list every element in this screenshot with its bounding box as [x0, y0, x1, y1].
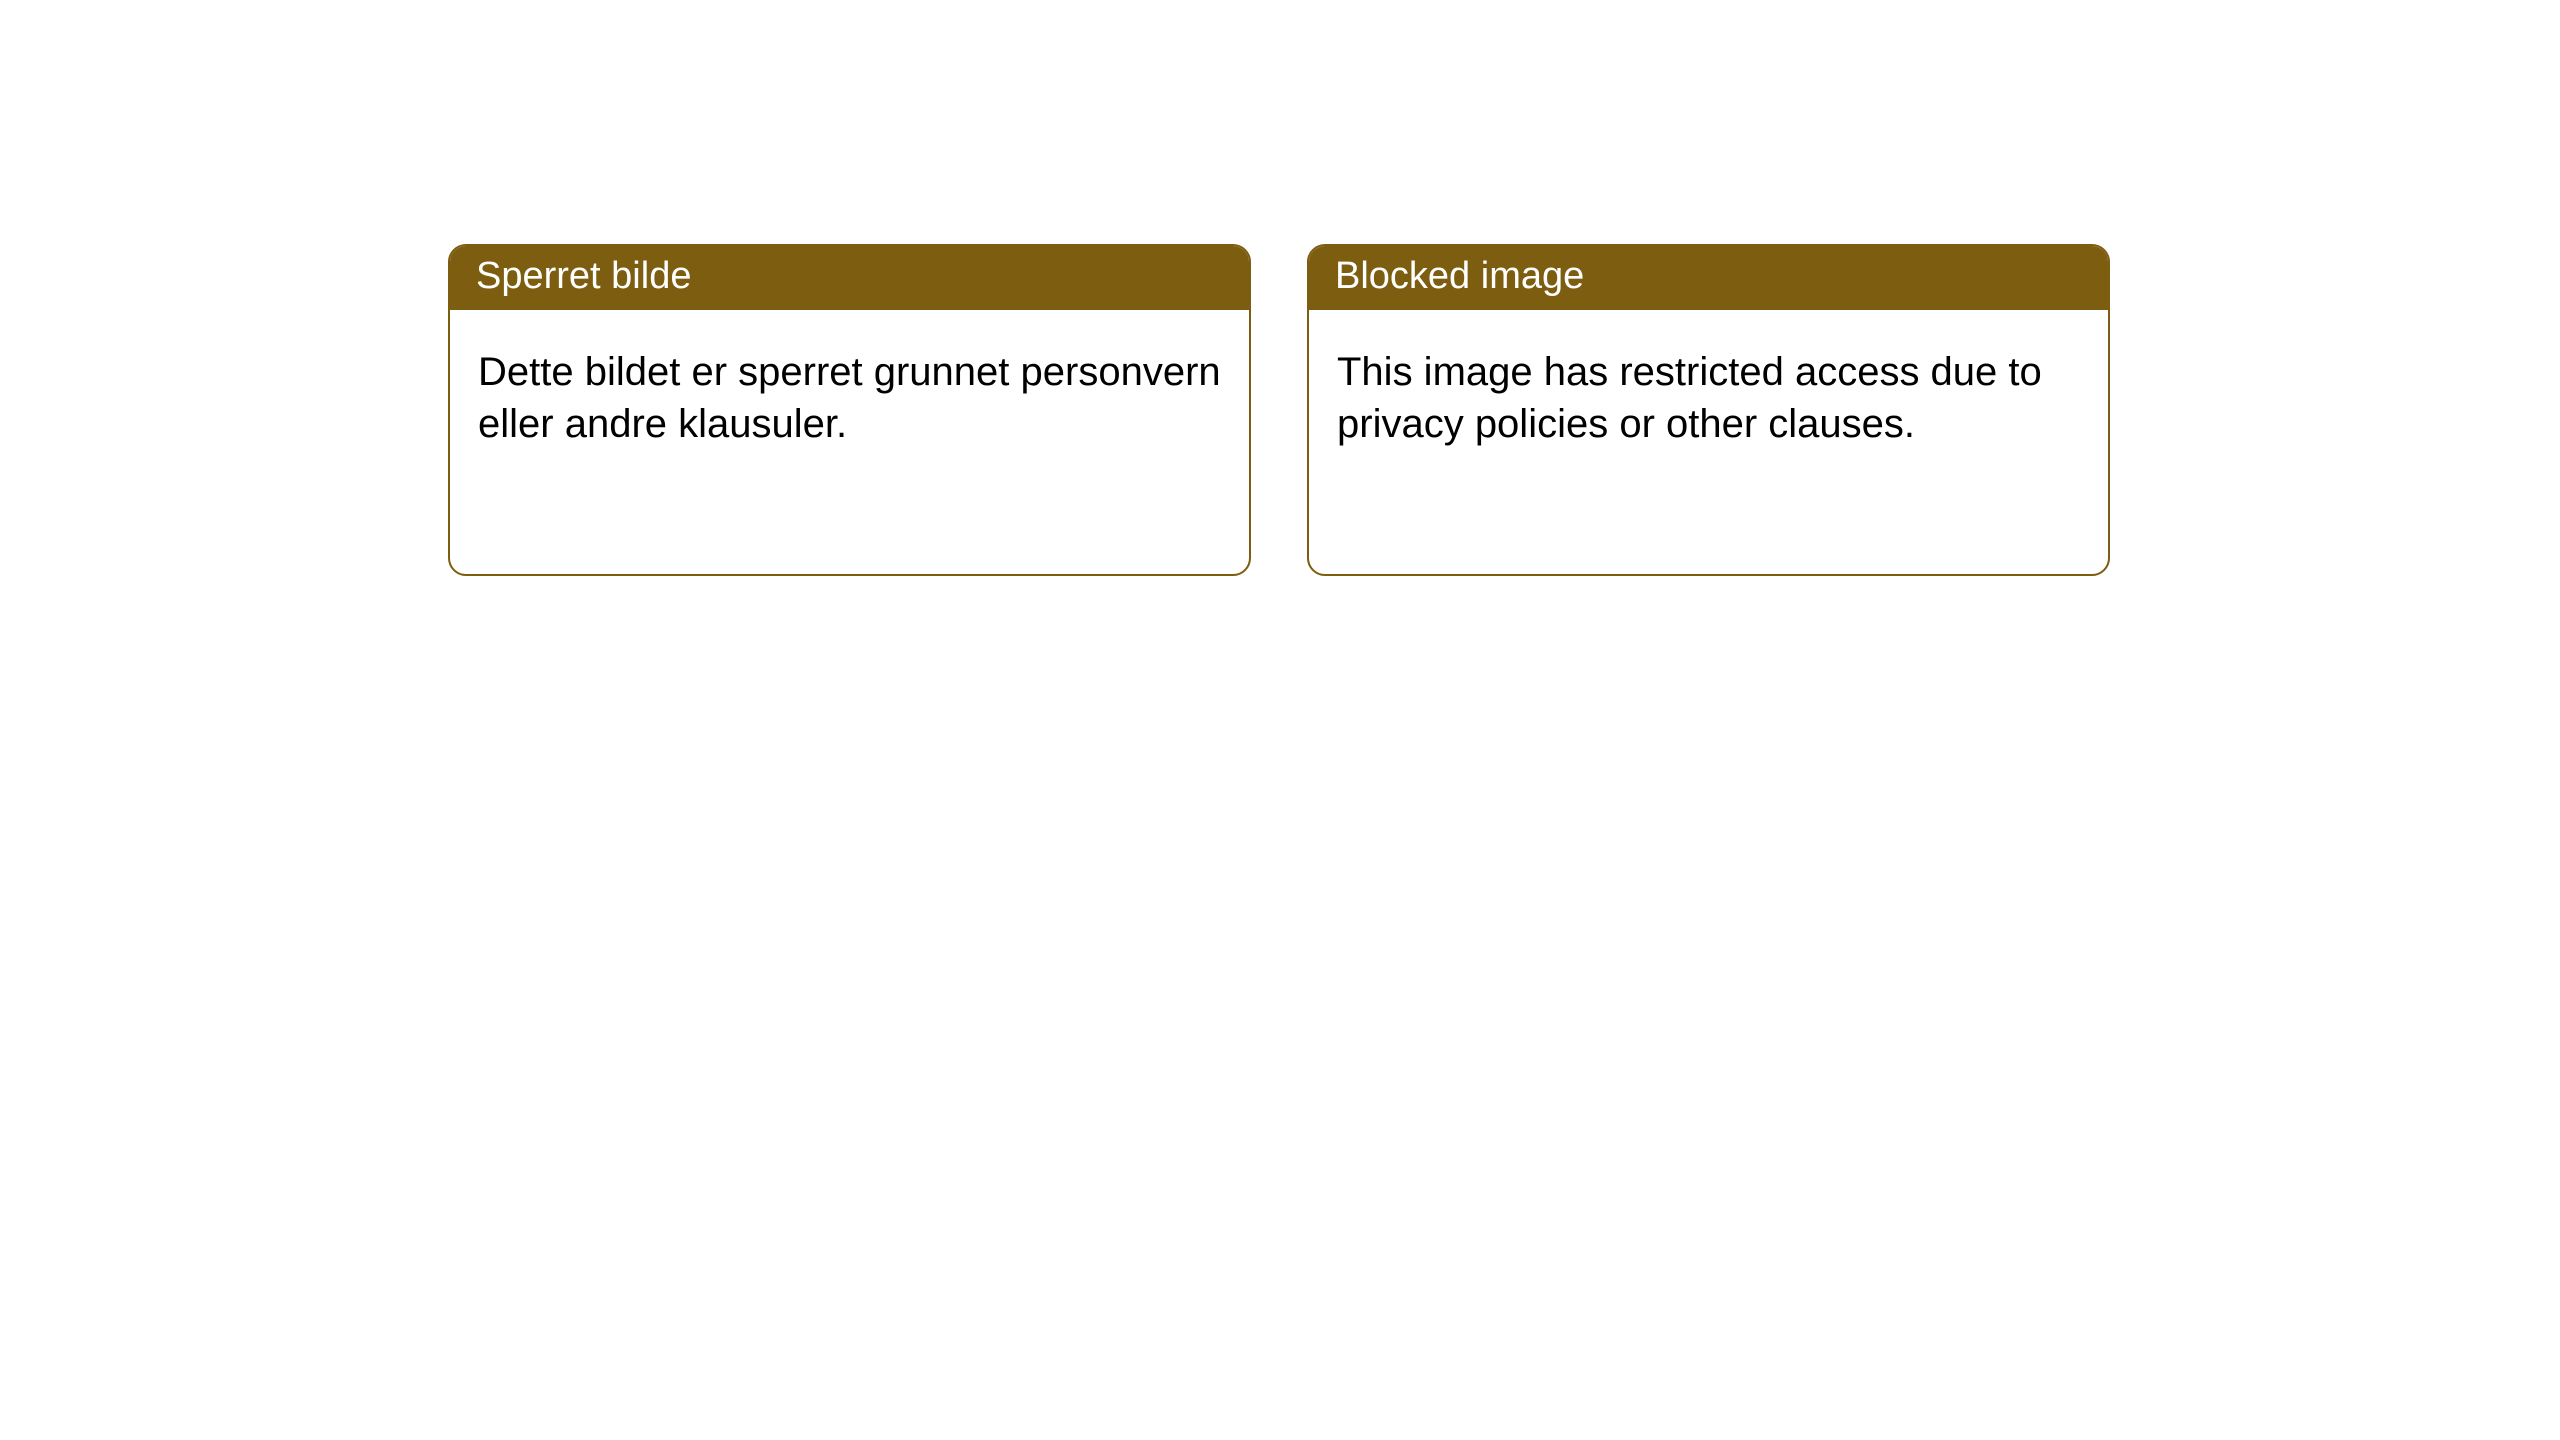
- card-body: This image has restricted access due to …: [1309, 310, 2108, 486]
- card-title: Blocked image: [1335, 255, 1584, 297]
- blocked-image-card-en: Blocked image This image has restricted …: [1307, 244, 2110, 576]
- card-header: Sperret bilde: [450, 246, 1249, 310]
- card-body: Dette bildet er sperret grunnet personve…: [450, 310, 1249, 486]
- card-header: Blocked image: [1309, 246, 2108, 310]
- card-body-text: This image has restricted access due to …: [1337, 350, 2042, 446]
- card-body-text: Dette bildet er sperret grunnet personve…: [478, 350, 1221, 446]
- notice-container: Sperret bilde Dette bildet er sperret gr…: [0, 0, 2560, 576]
- card-title: Sperret bilde: [476, 255, 691, 297]
- blocked-image-card-no: Sperret bilde Dette bildet er sperret gr…: [448, 244, 1251, 576]
